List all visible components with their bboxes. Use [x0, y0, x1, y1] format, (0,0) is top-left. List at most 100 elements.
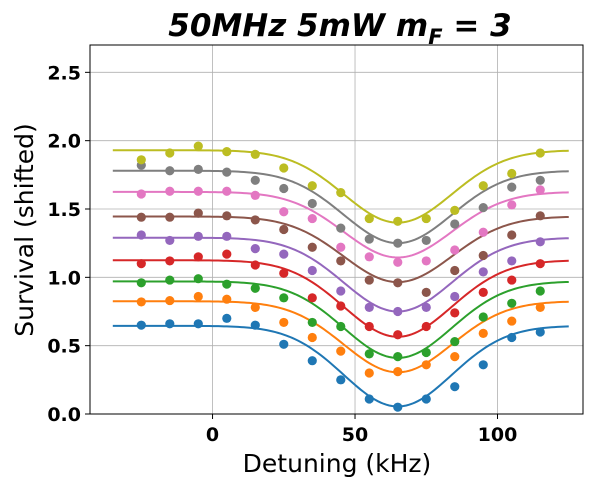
data-point-6-5 — [279, 207, 289, 217]
data-point-2-1 — [165, 275, 175, 285]
data-point-8-4 — [250, 149, 260, 159]
fit-curve-0 — [112, 324, 569, 408]
data-point-2-2 — [193, 274, 203, 284]
data-point-2-11 — [450, 336, 460, 347]
data-point-6-11 — [450, 245, 460, 255]
data-point-0-3 — [222, 313, 232, 323]
x-tick-label-0: 0 — [206, 424, 219, 446]
data-point-3-3 — [222, 249, 232, 259]
data-point-5-13 — [507, 230, 517, 240]
data-point-1-1 — [165, 295, 175, 306]
data-point-1-13 — [507, 316, 517, 326]
data-point-4-6 — [307, 265, 317, 276]
data-point-6-7 — [336, 242, 346, 252]
data-point-7-5 — [279, 183, 289, 194]
data-point-6-8 — [364, 252, 374, 262]
data-point-1-10 — [421, 360, 431, 370]
plot-frame — [89, 44, 584, 415]
x-tick-label-2: 100 — [478, 424, 518, 446]
data-point-5-6 — [307, 242, 317, 252]
data-point-0-7 — [336, 375, 346, 385]
data-point-0-5 — [279, 339, 289, 349]
data-point-3-1 — [165, 256, 175, 266]
data-point-7-13 — [507, 182, 517, 192]
data-point-6-3 — [222, 186, 232, 196]
data-point-0-6 — [307, 356, 317, 366]
data-point-6-2 — [193, 186, 203, 196]
data-point-1-0 — [136, 297, 146, 307]
data-point-0-4 — [250, 320, 260, 330]
data-point-4-7 — [336, 286, 346, 296]
data-point-6-13 — [507, 200, 517, 210]
data-point-5-4 — [250, 215, 260, 225]
data-point-3-0 — [136, 259, 146, 269]
data-point-8-3 — [222, 147, 232, 157]
data-point-8-2 — [193, 141, 203, 151]
data-point-4-1 — [165, 235, 175, 246]
data-point-0-1 — [165, 319, 175, 329]
data-point-4-2 — [193, 231, 203, 241]
data-point-8-8 — [364, 213, 374, 224]
data-point-4-14 — [535, 237, 545, 247]
data-point-4-5 — [279, 249, 289, 259]
fit-curve-4 — [112, 236, 569, 313]
data-point-5-5 — [279, 224, 289, 235]
data-point-2-9 — [393, 352, 403, 362]
data-point-7-4 — [250, 175, 260, 185]
data-point-3-2 — [193, 252, 203, 262]
data-point-5-0 — [136, 212, 146, 222]
data-point-1-14 — [535, 302, 545, 312]
data-point-5-2 — [193, 208, 203, 218]
data-point-8-6 — [307, 181, 317, 191]
data-point-5-11 — [450, 265, 460, 276]
data-point-7-7 — [336, 223, 346, 233]
data-point-5-12 — [478, 250, 488, 261]
data-point-8-0 — [136, 155, 146, 165]
data-point-5-7 — [336, 256, 346, 266]
data-point-3-6 — [307, 293, 317, 303]
data-point-0-2 — [193, 319, 203, 329]
data-point-5-3 — [222, 211, 232, 221]
data-point-0-0 — [136, 320, 146, 330]
data-point-5-10 — [421, 287, 431, 297]
data-point-3-9 — [393, 330, 403, 340]
fit-curve-7 — [112, 169, 569, 245]
data-point-0-12 — [478, 360, 488, 370]
fit-curve-1 — [112, 300, 569, 374]
data-point-0-9 — [393, 402, 403, 412]
data-point-6-6 — [307, 213, 317, 224]
y-tick-label-2: 1.0 — [47, 267, 81, 289]
chart-title-main: 50MHz 5mW m — [168, 8, 428, 44]
data-point-7-9 — [393, 238, 403, 248]
chart-title-subscript: F — [428, 25, 443, 49]
chart-title: 50MHz 5mW mF = 3 — [168, 8, 511, 49]
data-points — [136, 141, 545, 412]
data-point-1-12 — [478, 328, 488, 338]
data-point-2-7 — [336, 321, 346, 332]
data-point-8-5 — [279, 163, 289, 173]
data-point-2-12 — [478, 312, 488, 322]
data-point-7-6 — [307, 198, 317, 209]
data-point-8-1 — [165, 148, 175, 158]
data-point-3-10 — [421, 321, 431, 332]
data-point-2-13 — [507, 298, 517, 308]
data-point-1-3 — [222, 294, 232, 304]
data-point-4-3 — [222, 231, 232, 241]
data-point-7-14 — [535, 175, 545, 185]
data-point-2-14 — [535, 286, 545, 296]
data-point-1-7 — [336, 346, 346, 356]
data-point-4-8 — [364, 302, 374, 312]
y-tick-label-5: 2.5 — [47, 62, 81, 84]
data-point-4-12 — [478, 267, 488, 277]
data-point-3-13 — [507, 275, 517, 285]
data-point-4-9 — [393, 306, 403, 317]
data-point-6-4 — [250, 190, 260, 200]
data-point-3-7 — [336, 301, 346, 311]
y-tick-label-3: 1.5 — [47, 199, 81, 221]
data-point-1-11 — [450, 352, 460, 362]
y-tick-label-4: 2.0 — [47, 131, 81, 153]
y-axis-label: Survival (shifted) — [10, 123, 39, 336]
chart-title-rest: = 3 — [443, 8, 512, 44]
data-point-5-14 — [535, 211, 545, 221]
